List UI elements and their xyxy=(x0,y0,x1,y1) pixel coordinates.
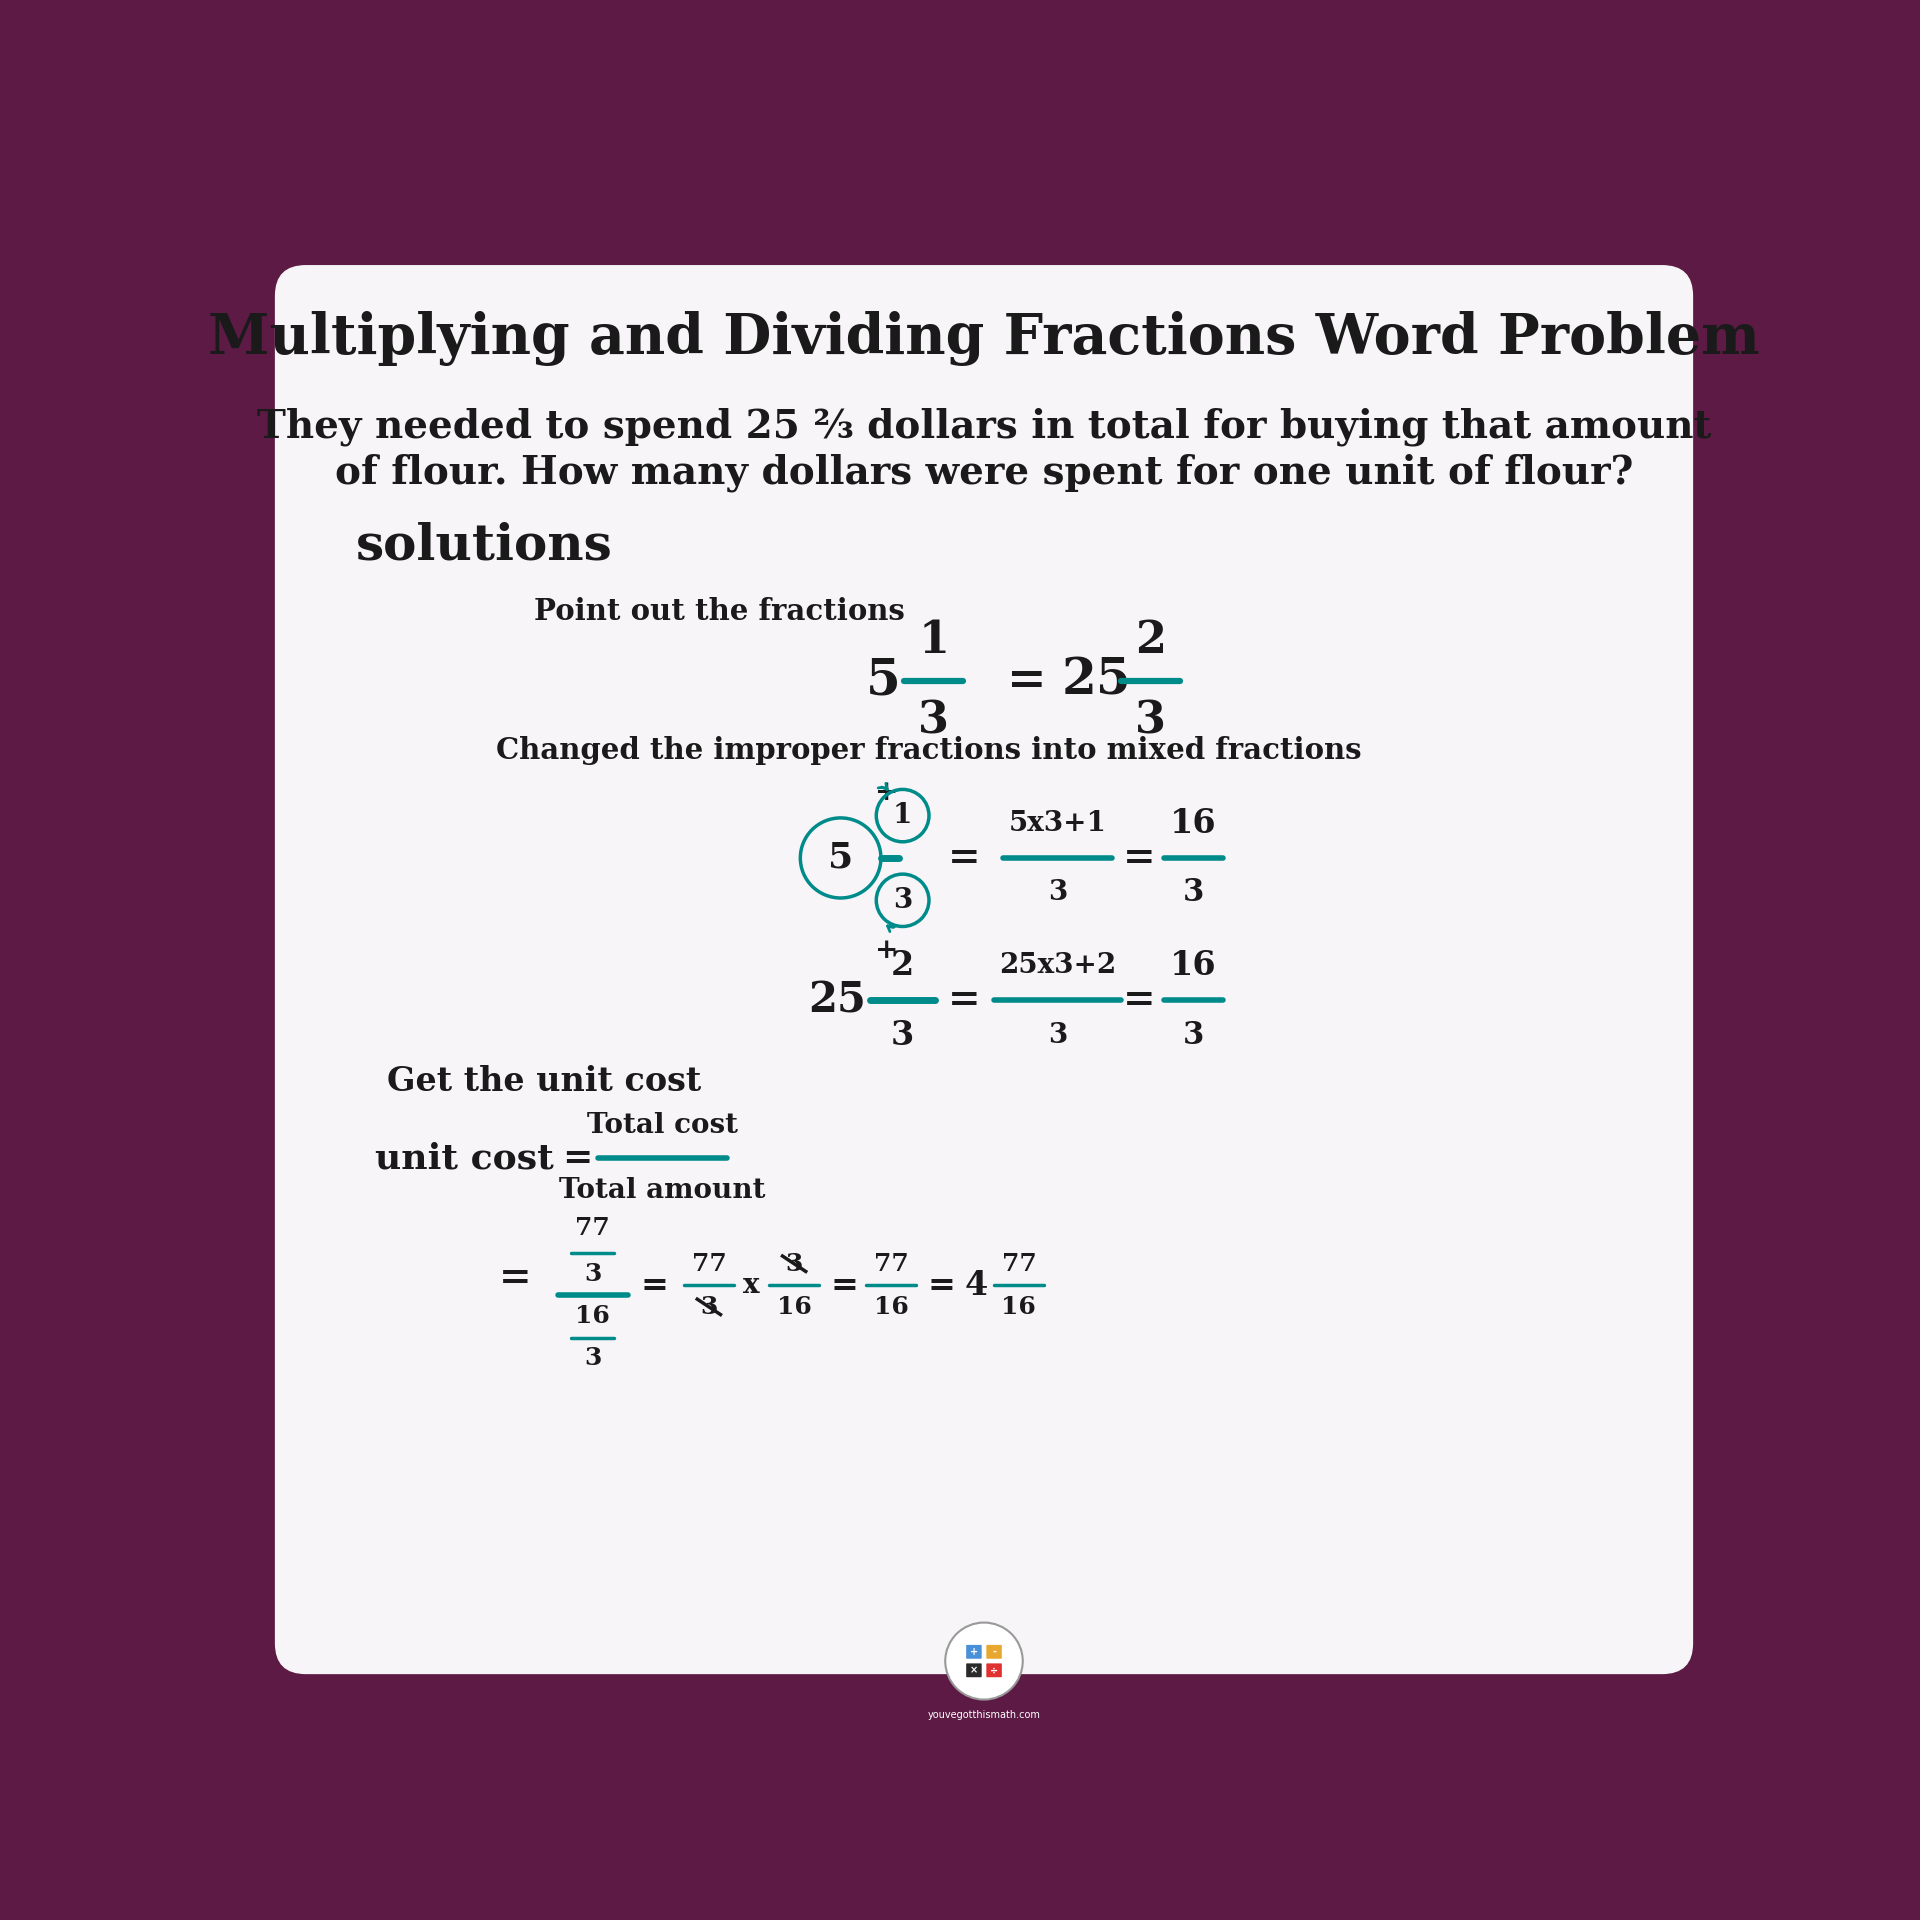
Text: -: - xyxy=(993,1647,996,1657)
Text: 16: 16 xyxy=(576,1304,611,1329)
FancyBboxPatch shape xyxy=(966,1645,981,1659)
Text: +: + xyxy=(876,937,899,964)
Text: =: = xyxy=(831,1269,858,1302)
Text: Total amount: Total amount xyxy=(559,1177,766,1204)
Text: 77: 77 xyxy=(1002,1252,1037,1275)
Text: 16: 16 xyxy=(778,1294,812,1319)
Circle shape xyxy=(945,1622,1023,1699)
Text: 3: 3 xyxy=(1135,699,1165,743)
Text: unit cost: unit cost xyxy=(374,1140,553,1175)
Text: 3: 3 xyxy=(891,1018,914,1052)
Text: solutions: solutions xyxy=(357,522,612,570)
Text: +: + xyxy=(970,1647,977,1657)
Text: youvegotthismath.com: youvegotthismath.com xyxy=(927,1711,1041,1720)
Text: 5: 5 xyxy=(828,841,852,876)
Text: 25: 25 xyxy=(1062,657,1131,705)
Text: +: + xyxy=(876,780,899,806)
Text: =: = xyxy=(1006,659,1046,705)
Text: =: = xyxy=(927,1269,956,1302)
Text: 3: 3 xyxy=(1183,877,1204,908)
Text: 16: 16 xyxy=(874,1294,908,1319)
FancyBboxPatch shape xyxy=(987,1645,1002,1659)
Text: They needed to spend 25 ⅔ dollars in total for buying that amount: They needed to spend 25 ⅔ dollars in tot… xyxy=(257,407,1711,445)
Text: 77: 77 xyxy=(576,1215,611,1240)
Text: 3: 3 xyxy=(584,1261,601,1286)
Text: =: = xyxy=(1123,981,1156,1020)
Text: x: x xyxy=(743,1271,760,1298)
Text: 4: 4 xyxy=(964,1269,989,1302)
Text: 5x3+1: 5x3+1 xyxy=(1008,810,1106,837)
Text: 77: 77 xyxy=(691,1252,726,1275)
FancyBboxPatch shape xyxy=(966,1663,981,1678)
Text: =: = xyxy=(948,981,981,1020)
Text: =: = xyxy=(1123,839,1156,877)
Text: 25x3+2: 25x3+2 xyxy=(998,952,1116,979)
Text: Point out the fractions: Point out the fractions xyxy=(534,597,906,626)
Text: 16: 16 xyxy=(1169,806,1217,839)
Text: ÷: ÷ xyxy=(991,1665,998,1676)
Text: =: = xyxy=(948,839,981,877)
Text: 3: 3 xyxy=(1048,879,1068,906)
Text: 77: 77 xyxy=(874,1252,908,1275)
Text: 3: 3 xyxy=(893,887,912,914)
Text: =: = xyxy=(641,1269,668,1302)
FancyBboxPatch shape xyxy=(987,1663,1002,1678)
FancyBboxPatch shape xyxy=(275,265,1693,1674)
Text: 3: 3 xyxy=(785,1252,803,1275)
Text: 3: 3 xyxy=(1048,1021,1068,1048)
Text: 2: 2 xyxy=(891,948,914,983)
Text: 3: 3 xyxy=(701,1294,718,1319)
Text: 3: 3 xyxy=(1183,1020,1204,1050)
Text: 16: 16 xyxy=(1169,948,1217,983)
Text: Changed the improper fractions into mixed fractions: Changed the improper fractions into mixe… xyxy=(495,735,1361,764)
Text: 3: 3 xyxy=(918,699,948,743)
Text: 1: 1 xyxy=(893,803,912,829)
Text: of flour. How many dollars were spent for one unit of flour?: of flour. How many dollars were spent fo… xyxy=(334,453,1634,492)
Text: 1: 1 xyxy=(918,620,948,662)
Text: Total cost: Total cost xyxy=(588,1112,737,1139)
Text: Get the unit cost: Get the unit cost xyxy=(388,1066,701,1098)
Text: 3: 3 xyxy=(584,1346,601,1371)
Text: ×: × xyxy=(970,1665,977,1676)
Text: Multiplying and Dividing Fractions Word Problem: Multiplying and Dividing Fractions Word … xyxy=(207,311,1761,365)
Text: =: = xyxy=(563,1140,591,1175)
Text: 5: 5 xyxy=(866,657,900,705)
Text: 25: 25 xyxy=(808,979,866,1021)
Text: 2: 2 xyxy=(1135,620,1165,662)
Text: =: = xyxy=(499,1260,532,1296)
Text: 16: 16 xyxy=(1002,1294,1037,1319)
